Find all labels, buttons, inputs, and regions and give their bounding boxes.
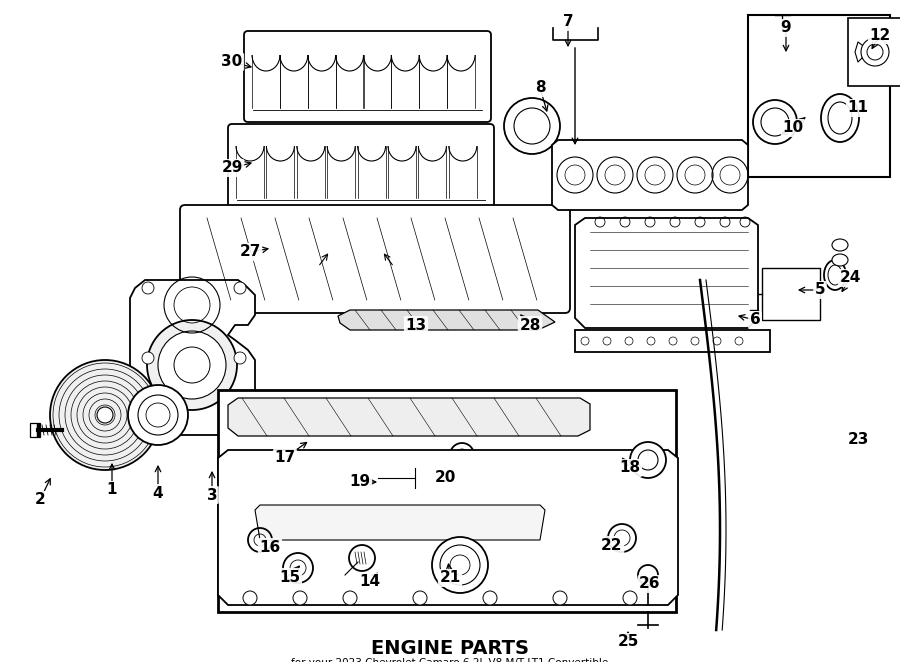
- Text: ENGINE PARTS: ENGINE PARTS: [371, 639, 529, 657]
- Circle shape: [158, 331, 226, 399]
- Text: 10: 10: [782, 120, 804, 136]
- Text: 2: 2: [34, 493, 45, 508]
- Circle shape: [623, 591, 637, 605]
- Circle shape: [234, 422, 246, 434]
- Polygon shape: [338, 310, 555, 330]
- Circle shape: [638, 565, 658, 585]
- Circle shape: [608, 524, 636, 552]
- Circle shape: [413, 591, 427, 605]
- Polygon shape: [218, 450, 678, 605]
- FancyBboxPatch shape: [244, 31, 491, 122]
- Circle shape: [432, 537, 488, 593]
- Polygon shape: [130, 280, 255, 435]
- Text: 19: 19: [349, 475, 371, 489]
- Circle shape: [753, 100, 797, 144]
- Text: 1: 1: [107, 483, 117, 498]
- Text: 26: 26: [639, 577, 661, 592]
- Text: 23: 23: [847, 432, 868, 448]
- Ellipse shape: [821, 94, 859, 142]
- Text: 7: 7: [562, 15, 573, 30]
- Text: 4: 4: [153, 485, 163, 500]
- Circle shape: [128, 385, 188, 445]
- Text: 9: 9: [780, 21, 791, 36]
- Circle shape: [293, 591, 307, 605]
- Bar: [848, 18, 900, 86]
- Circle shape: [861, 38, 889, 66]
- Text: 18: 18: [619, 461, 641, 475]
- Text: 29: 29: [221, 160, 243, 175]
- FancyBboxPatch shape: [228, 124, 494, 212]
- Text: 12: 12: [869, 28, 891, 42]
- Text: 21: 21: [439, 571, 461, 585]
- Bar: [762, 268, 820, 320]
- Polygon shape: [575, 218, 758, 328]
- Circle shape: [234, 282, 246, 294]
- Ellipse shape: [824, 260, 846, 290]
- Text: 25: 25: [617, 634, 639, 649]
- Bar: [575, 330, 770, 352]
- Text: 6: 6: [750, 312, 760, 328]
- FancyBboxPatch shape: [180, 205, 570, 313]
- Circle shape: [142, 352, 154, 364]
- Text: 28: 28: [519, 318, 541, 332]
- Ellipse shape: [832, 254, 848, 266]
- Circle shape: [97, 407, 113, 423]
- Polygon shape: [255, 505, 545, 540]
- Circle shape: [553, 591, 567, 605]
- Circle shape: [243, 591, 257, 605]
- Polygon shape: [228, 398, 590, 436]
- Bar: [748, 15, 890, 177]
- Text: 14: 14: [359, 575, 381, 589]
- Bar: [30, 423, 40, 437]
- Circle shape: [483, 591, 497, 605]
- Circle shape: [50, 360, 160, 470]
- Text: 22: 22: [601, 538, 623, 553]
- Bar: [218, 390, 676, 612]
- Circle shape: [349, 545, 375, 571]
- Text: 15: 15: [279, 569, 301, 585]
- Text: 8: 8: [535, 81, 545, 95]
- Text: 16: 16: [259, 540, 281, 555]
- Text: 13: 13: [405, 318, 427, 332]
- Circle shape: [142, 422, 154, 434]
- Circle shape: [147, 320, 237, 410]
- Text: for your 2023 Chevrolet Camaro 6.2L V8 M/T LT1 Convertible: for your 2023 Chevrolet Camaro 6.2L V8 M…: [292, 658, 608, 662]
- Text: 11: 11: [848, 101, 868, 115]
- Text: 27: 27: [239, 244, 261, 260]
- Text: 20: 20: [435, 471, 455, 485]
- Text: 24: 24: [840, 271, 860, 285]
- Text: 3: 3: [207, 487, 217, 502]
- Text: 5: 5: [814, 283, 825, 297]
- Polygon shape: [552, 140, 748, 210]
- Circle shape: [142, 282, 154, 294]
- Text: 17: 17: [274, 451, 295, 465]
- Circle shape: [630, 442, 666, 478]
- Circle shape: [234, 352, 246, 364]
- Ellipse shape: [832, 239, 848, 251]
- Circle shape: [343, 591, 357, 605]
- Circle shape: [504, 98, 560, 154]
- Text: 30: 30: [221, 54, 243, 70]
